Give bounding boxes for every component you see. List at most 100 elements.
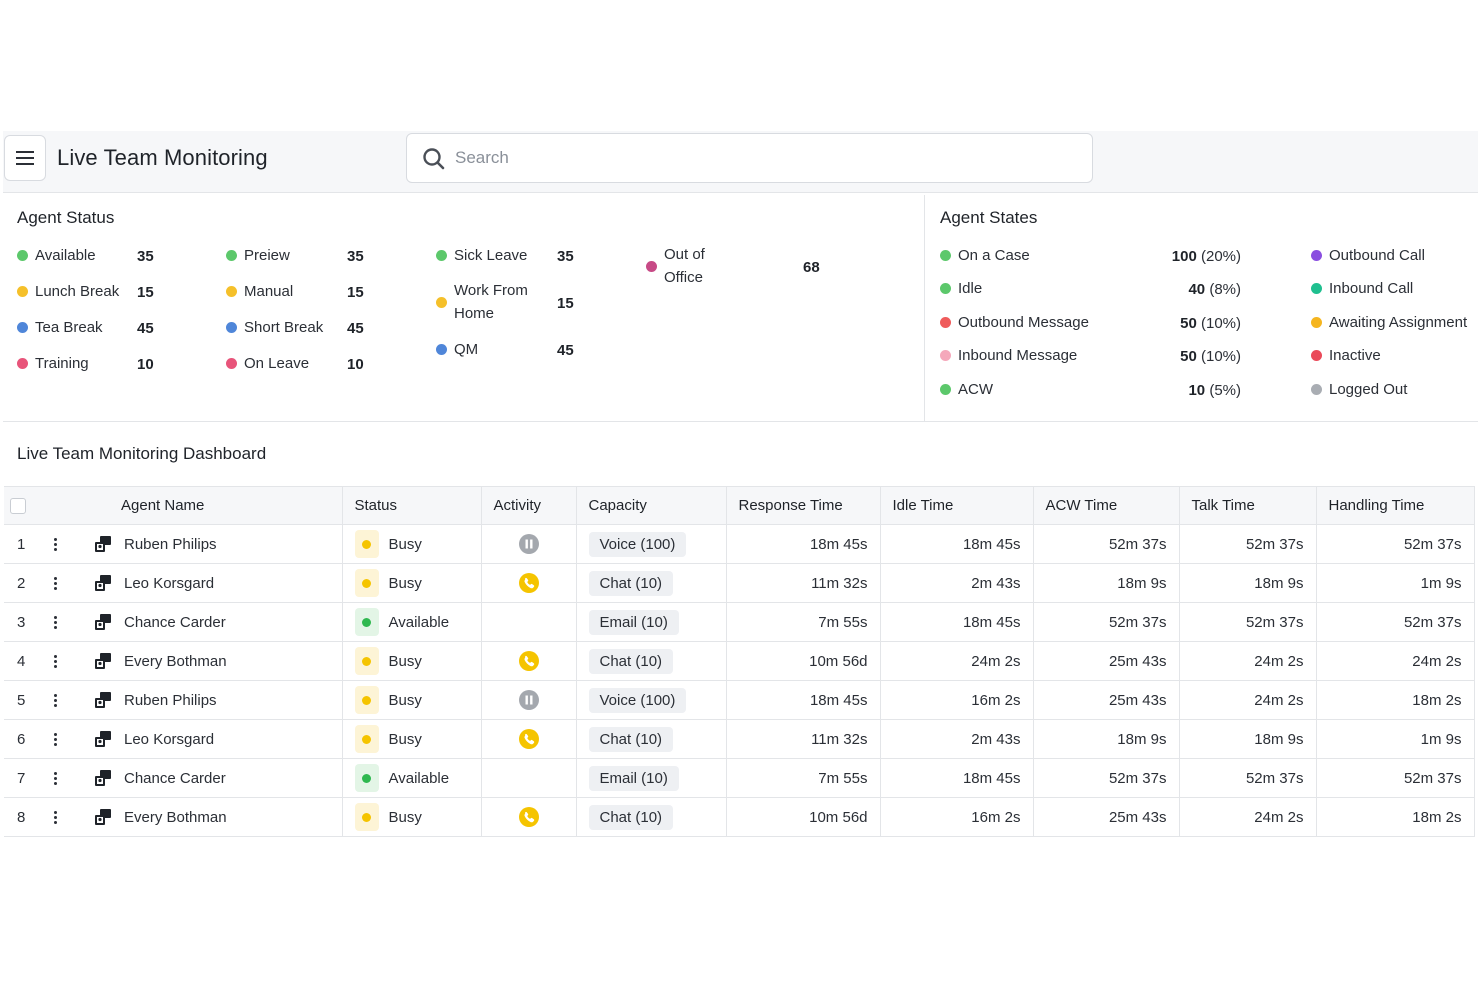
handling-time-cell: 18m 2s bbox=[1316, 797, 1475, 837]
talk-time-cell: 52m 37s bbox=[1179, 758, 1317, 798]
status-count: 45 bbox=[557, 342, 574, 359]
capacity-chip: Chat (10) bbox=[588, 648, 674, 674]
status-count: 68 bbox=[803, 259, 820, 276]
state-count-pct: (10%) bbox=[1200, 315, 1241, 332]
column-acw-time[interactable]: ACW Time bbox=[1033, 486, 1180, 525]
response-time-cell: 7m 55s bbox=[726, 758, 881, 798]
agent-name: Ruben Philips bbox=[124, 535, 217, 553]
table-body: 1 Ruben Philips Busy Voice (100) 18m 45s 18m … bbox=[4, 524, 1475, 837]
agent-name-cell[interactable]: Ruben Philips bbox=[80, 524, 343, 564]
status-dot bbox=[646, 260, 657, 272]
more-options-icon[interactable] bbox=[54, 770, 58, 787]
agent-name-cell[interactable]: Leo Korsgard bbox=[80, 563, 343, 603]
agent-states-title: Agent States bbox=[940, 208, 1038, 227]
capacity-chip: Chat (10) bbox=[588, 726, 674, 752]
column-status[interactable]: Status bbox=[342, 486, 482, 525]
agent-name-cell[interactable]: Chance Carder bbox=[80, 602, 343, 642]
column-activity[interactable]: Activity bbox=[481, 486, 577, 525]
agent-name-cell[interactable]: Ruben Philips bbox=[80, 680, 343, 720]
column-handling-time-label: Handling Time bbox=[1328, 497, 1425, 514]
more-options-icon[interactable] bbox=[54, 536, 58, 553]
row-index-cell: 2 bbox=[4, 563, 40, 603]
status-wrap: Busy bbox=[354, 803, 469, 831]
status-dot bbox=[226, 322, 237, 333]
status-dot bbox=[362, 734, 371, 744]
status-item: Short Break bbox=[226, 319, 323, 336]
handling-time: 1m 9s bbox=[1420, 574, 1462, 592]
more-options-icon[interactable] bbox=[54, 731, 58, 748]
status-label: Manual bbox=[244, 283, 294, 300]
column-capacity[interactable]: Capacity bbox=[576, 486, 727, 525]
row-actions-cell bbox=[40, 797, 80, 837]
phone-icon bbox=[518, 729, 539, 749]
status-dot bbox=[436, 344, 447, 355]
status-count: 35 bbox=[137, 248, 154, 265]
agent-name-cell[interactable]: Every Bothman bbox=[80, 641, 343, 681]
capacity-cell: Chat (10) bbox=[576, 641, 727, 681]
state-dot bbox=[940, 350, 951, 361]
status-wrap: Available bbox=[354, 764, 469, 792]
column-idle-time[interactable]: Idle Time bbox=[880, 486, 1034, 525]
column-talk-time[interactable]: Talk Time bbox=[1179, 486, 1317, 525]
talk-time-cell: 24m 2s bbox=[1179, 797, 1317, 837]
more-options-icon[interactable] bbox=[54, 692, 58, 709]
column-capacity-label: Capacity bbox=[588, 497, 647, 514]
acw-time-cell: 25m 43s bbox=[1033, 797, 1180, 837]
state-count: 50 (10%) bbox=[1141, 348, 1241, 365]
status-dot bbox=[226, 250, 237, 261]
row-actions-cell bbox=[40, 758, 80, 798]
column-handling-time[interactable]: Handling Time bbox=[1316, 486, 1475, 525]
table-row[interactable]: 2 Leo Korsgard Busy Chat (10) 11m 32s 2m 43s 1… bbox=[4, 563, 1475, 603]
more-options-icon[interactable] bbox=[54, 575, 58, 592]
select-all-checkbox[interactable] bbox=[10, 498, 26, 515]
agent-status-title: Agent Status bbox=[17, 208, 115, 227]
search-box[interactable] bbox=[406, 133, 1093, 183]
state-count: 10 (5%) bbox=[1141, 382, 1241, 399]
more-options-icon[interactable] bbox=[54, 809, 58, 826]
status-dot bbox=[17, 322, 28, 333]
state-count-pct: (20%) bbox=[1200, 248, 1241, 265]
status-indicator bbox=[354, 569, 379, 597]
agent-name-wrap: Every Bothman bbox=[94, 808, 330, 826]
legend-dot bbox=[1311, 384, 1322, 395]
status-cell: Busy bbox=[342, 563, 482, 603]
row-index-cell: 6 bbox=[4, 719, 40, 759]
table-row[interactable]: 6 Leo Korsgard Busy Chat (10) 11m 32s 2m 43s 1… bbox=[4, 719, 1475, 759]
table-row[interactable]: 1 Ruben Philips Busy Voice (100) 18m 45s 18m … bbox=[4, 524, 1475, 564]
menu-button[interactable] bbox=[4, 135, 46, 181]
row-index: 3 bbox=[17, 613, 26, 631]
state-count: 50 (10%) bbox=[1141, 315, 1241, 332]
column-agent-name[interactable]: Agent Name bbox=[80, 486, 343, 525]
table-row[interactable]: 7 Chance Carder Available Email (10) 7m 55s 1… bbox=[4, 758, 1475, 798]
agent-name-cell[interactable]: Leo Korsgard bbox=[80, 719, 343, 759]
select-all-cell[interactable] bbox=[4, 486, 40, 525]
search-input[interactable] bbox=[455, 144, 1055, 172]
column-acw-time-label: ACW Time bbox=[1045, 497, 1118, 514]
column-response-time[interactable]: Response Time bbox=[726, 486, 881, 525]
more-options-icon[interactable] bbox=[54, 653, 58, 670]
status-dot bbox=[226, 286, 237, 297]
row-actions-cell bbox=[40, 602, 80, 642]
capacity-chip: Voice (100) bbox=[588, 531, 687, 557]
idle-time-cell: 18m 45s bbox=[880, 758, 1034, 798]
status-count: 35 bbox=[557, 248, 574, 265]
status-cell: Available bbox=[342, 758, 482, 798]
table-row[interactable]: 4 Every Bothman Busy Chat (10) 10m 56d 24m 2s… bbox=[4, 641, 1475, 681]
response-time: 18m 45s bbox=[809, 691, 868, 709]
status-label: Training bbox=[35, 355, 89, 372]
state-dot bbox=[940, 283, 951, 294]
response-time: 7m 55s bbox=[818, 769, 868, 787]
table-row[interactable]: 5 Ruben Philips Busy Voice (100) 18m 45s 16m … bbox=[4, 680, 1475, 720]
agent-name-wrap: Leo Korsgard bbox=[94, 730, 330, 748]
table-row[interactable]: 3 Chance Carder Available Email (10) 7m 55s 1… bbox=[4, 602, 1475, 642]
capacity-chip: Chat (10) bbox=[588, 570, 674, 596]
activity-cell bbox=[481, 602, 577, 642]
more-options-icon[interactable] bbox=[54, 614, 58, 631]
status-cell: Busy bbox=[342, 797, 482, 837]
row-index-cell: 4 bbox=[4, 641, 40, 681]
agent-name-cell[interactable]: Chance Carder bbox=[80, 758, 343, 798]
acw-time-cell: 25m 43s bbox=[1033, 641, 1180, 681]
table-row[interactable]: 8 Every Bothman Busy Chat (10) 10m 56d 16m 2s… bbox=[4, 797, 1475, 837]
idle-time: 18m 45s bbox=[962, 535, 1021, 553]
agent-name-cell[interactable]: Every Bothman bbox=[80, 797, 343, 837]
